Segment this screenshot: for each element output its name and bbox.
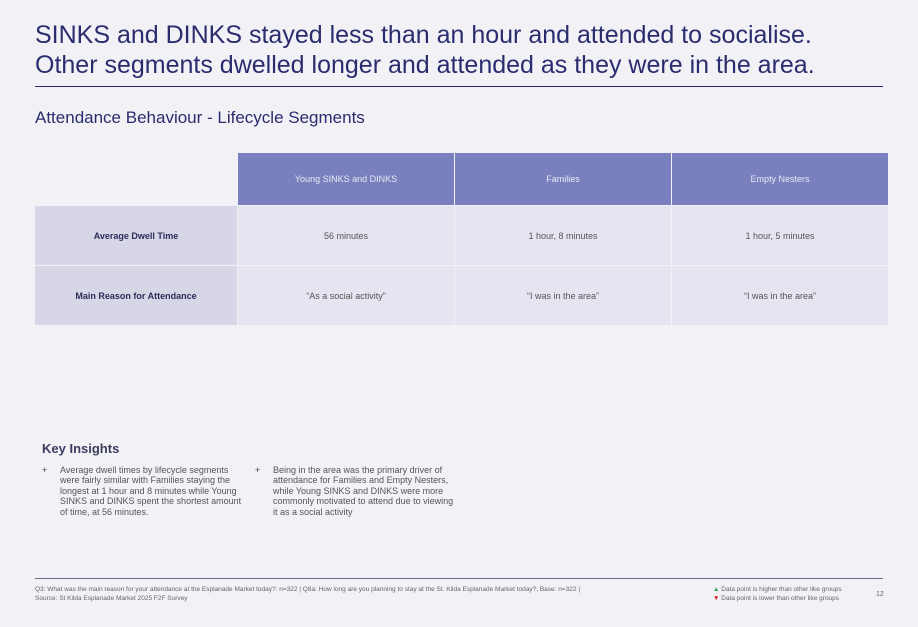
table-cell: 1 hour, 5 minutes xyxy=(671,205,889,266)
legend: ▲ Data point is higher than other like g… xyxy=(713,585,842,603)
insight-item: + Being in the area was the primary driv… xyxy=(255,465,458,517)
footer-source: Source: St Kilda Esplanade Market 2025 F… xyxy=(35,595,188,602)
table-cell: “I was in the area” xyxy=(454,265,672,326)
section-title: Attendance Behaviour - Lifecycle Segment… xyxy=(35,108,365,127)
headline-line-2: Other segments dwelled longer and attend… xyxy=(35,51,815,79)
table-row: Average Dwell Time 56 minutes 1 hour, 8 … xyxy=(34,205,889,266)
page-number: 12 xyxy=(876,591,884,598)
table-row: Main Reason for Attendance “As a social … xyxy=(34,265,889,326)
insight-item: + Average dwell times by lifecycle segme… xyxy=(42,465,245,517)
legend-lower: Data point is lower than other like grou… xyxy=(721,595,840,602)
table-cell: 56 minutes xyxy=(237,205,455,266)
triangle-up-icon: ▲ xyxy=(713,586,720,593)
segments-table: Young SINKS and DINKS Families Empty Nes… xyxy=(34,152,889,326)
table-cell: 1 hour, 8 minutes xyxy=(454,205,672,266)
column-header: Young SINKS and DINKS xyxy=(237,152,455,206)
headline-line-1: SINKS and DINKS stayed less than an hour… xyxy=(35,21,812,49)
column-header: Empty Nesters xyxy=(671,152,889,206)
headline: SINKS and DINKS stayed less than an hour… xyxy=(35,20,885,80)
row-header: Main Reason for Attendance xyxy=(34,265,238,326)
header-blank xyxy=(35,153,238,206)
footer-question: Q3: What was the main reason for your at… xyxy=(35,586,581,593)
table-cell: “As a social activity” xyxy=(237,265,455,326)
bullet-icon: + xyxy=(255,465,261,475)
row-header: Average Dwell Time xyxy=(34,205,238,266)
table-cell: “I was in the area” xyxy=(671,265,889,326)
insight-text: Being in the area was the primary driver… xyxy=(273,465,454,517)
footer-notes: Q3: What was the main reason for your at… xyxy=(35,585,580,603)
column-header: Families xyxy=(454,152,672,206)
legend-higher: Data point is higher than other like gro… xyxy=(721,586,842,593)
footer-divider xyxy=(35,578,883,579)
triangle-down-icon: ▼ xyxy=(713,595,720,602)
bullet-icon: + xyxy=(42,465,48,475)
insight-text: Average dwell times by lifecycle segment… xyxy=(60,465,242,517)
table-header-row: Young SINKS and DINKS Families Empty Nes… xyxy=(35,152,889,206)
key-insights-title: Key Insights xyxy=(42,441,120,456)
divider xyxy=(35,86,883,87)
